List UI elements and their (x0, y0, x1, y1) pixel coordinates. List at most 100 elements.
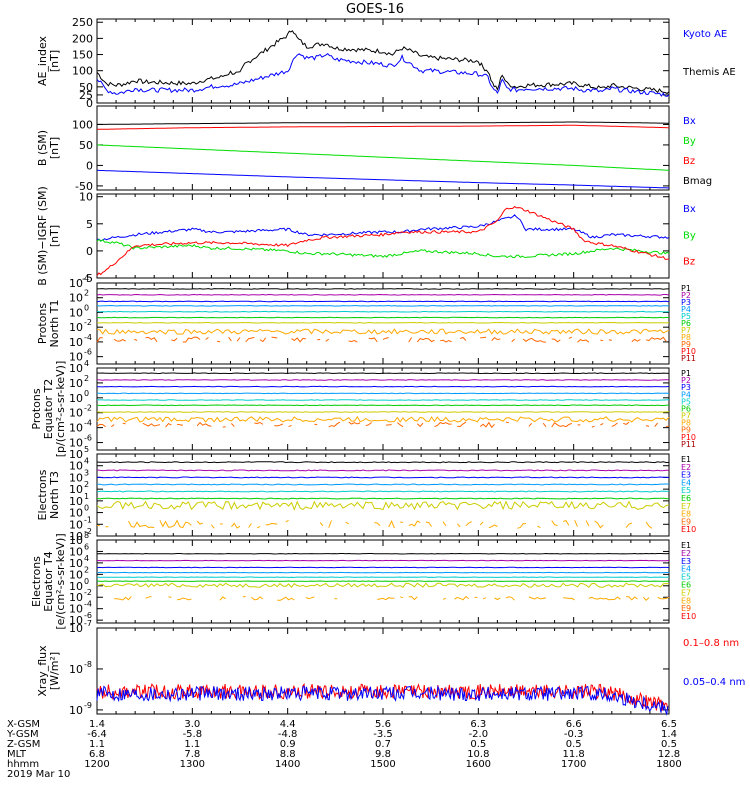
legend-label: P1 (681, 284, 691, 293)
series-line (205, 336, 209, 340)
x-axis-value: 1600 (466, 759, 491, 770)
y-tick-label: -5 (82, 272, 93, 285)
y-tick-exponent: -2 (84, 527, 92, 536)
y-axis-label: AE_index (36, 35, 49, 86)
series-line (328, 520, 332, 528)
series-line (182, 336, 201, 343)
x-axis-value: 1.4 (661, 729, 677, 740)
y-tick-exponent: -4 (84, 419, 92, 428)
y-tick-exponent: -9 (84, 701, 92, 710)
series-line (256, 525, 261, 529)
series-line (551, 421, 572, 428)
x-axis-row-label: Z-GSM (7, 739, 40, 750)
series-line-by (96, 238, 670, 259)
series-line (416, 337, 435, 343)
series-line (219, 596, 226, 601)
series-line (96, 490, 670, 493)
series-line-bmag (97, 121, 669, 125)
x-axis-value: 1.4 (89, 719, 105, 730)
x-axis-value: 0.5 (566, 739, 582, 750)
x-axis-value: -5.8 (183, 729, 203, 740)
y-tick-label: 10 (69, 351, 83, 364)
series-line (591, 425, 595, 428)
y-axis-label: [nT] (48, 225, 61, 247)
y-tick-exponent: -6 (84, 348, 92, 357)
x-axis-value: 5.6 (375, 719, 391, 730)
series-line (288, 424, 292, 428)
legend-label: By (683, 136, 696, 147)
series-line (96, 469, 670, 472)
series-line (96, 685, 669, 716)
y-tick-label: 10 (69, 530, 83, 543)
legend-label: Bz (683, 156, 695, 167)
x-axis-value: -2.0 (469, 729, 489, 740)
y-axis-label: [p/(cm²-s-sr-keV)] (54, 361, 67, 458)
series-line (626, 596, 638, 601)
legend-label: P8 (681, 333, 691, 342)
legend-label: Bz (683, 257, 695, 268)
series-line (479, 421, 495, 429)
legend-label: Bx (683, 116, 696, 127)
legend-label: E3 (681, 557, 691, 566)
legend-label: E1 (681, 541, 691, 550)
series-line (480, 336, 487, 339)
y-tick-label: 200 (72, 32, 93, 45)
series-line (425, 521, 433, 527)
legend-label: P4 (681, 390, 691, 399)
series-line (542, 422, 547, 428)
y-tick-label: 10 (69, 336, 83, 349)
legend-label: P8 (681, 419, 691, 428)
series-line (259, 337, 267, 343)
y-tick-exponent: 0 (84, 389, 89, 398)
legend-label: P9 (681, 426, 691, 435)
x-axis-row-label: X-GSM (7, 719, 40, 730)
x-axis-row-label: Y-GSM (6, 729, 39, 740)
legend-label: E10 (681, 612, 696, 621)
legend-label: P3 (681, 298, 691, 307)
y-tick-exponent: 0 (84, 504, 89, 513)
legend-label: P1 (681, 369, 691, 378)
legend-label: E1 (681, 455, 691, 464)
x-axis-value: 1800 (656, 759, 681, 770)
legend-label: P5 (681, 397, 691, 406)
series-line (491, 336, 501, 341)
series-line (305, 596, 315, 600)
y-tick-exponent: -2 (84, 588, 92, 597)
x-axis-date: 2019 Mar 10 (7, 769, 70, 780)
y-tick-exponent: -2 (84, 404, 92, 413)
legend-label: P9 (681, 340, 691, 349)
y-axis-label: B (SM)−IGRF (SM) (36, 186, 49, 286)
y-tick-label: 50 (79, 81, 93, 94)
series-line-bz (96, 205, 670, 276)
y-tick-exponent: 4 (84, 457, 89, 466)
series-line (96, 316, 670, 319)
series-line (96, 415, 670, 423)
series-line (522, 337, 547, 343)
y-tick-label: 10 (69, 392, 83, 405)
y-tick-label: 250 (72, 16, 93, 29)
y-tick-label: 10 (69, 663, 83, 676)
y-tick-label: 10 (69, 557, 83, 570)
legend-label: P6 (681, 404, 691, 413)
panel-3: -5 0 5 10 B (SM)−IGRF (SM) [nT] Bx By Bz (36, 186, 696, 286)
series-line (585, 520, 590, 527)
y-tick-exponent: 6 (84, 542, 89, 551)
series-line (594, 520, 604, 529)
x-axis-value: 1400 (275, 759, 300, 770)
y-tick-exponent: 0 (84, 303, 89, 312)
y-tick-label: 100 (72, 118, 93, 131)
x-axis-value: 1700 (561, 759, 586, 770)
x-axis-value: 6.3 (470, 719, 486, 730)
legend-label: E2 (681, 549, 691, 558)
plot-title: GOES-16 (346, 2, 404, 17)
series-line (631, 338, 641, 343)
y-axis-label: Equator T2 (42, 379, 55, 439)
series-line (113, 338, 126, 342)
series-line (96, 399, 670, 401)
series-line (400, 596, 404, 599)
series-line-themis-ae (96, 30, 670, 95)
legend-label: P5 (681, 312, 691, 321)
series-line (314, 423, 318, 426)
series-line (277, 596, 295, 601)
